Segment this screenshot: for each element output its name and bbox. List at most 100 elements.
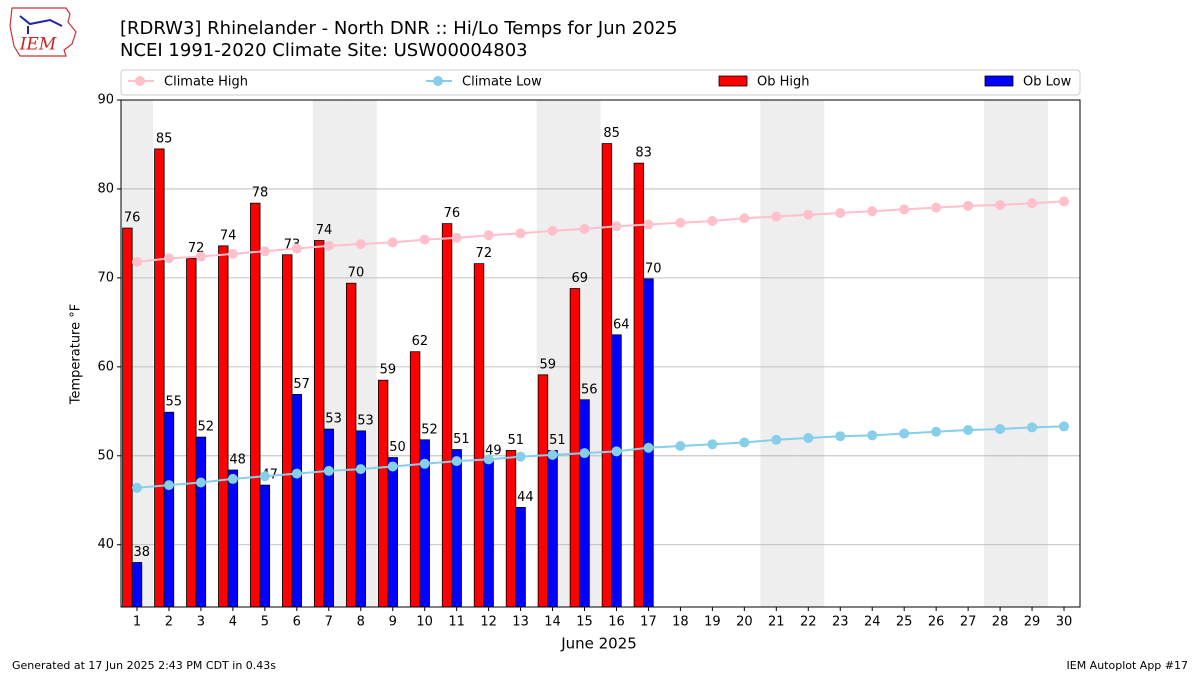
bar [515,506,526,608]
y-axis-label: Temperature °F [69,304,84,405]
bar [377,379,389,608]
x-tick-label: 12 [480,615,497,630]
point [323,465,334,476]
value-label: 55 [165,395,182,410]
point [419,458,430,469]
bar [537,374,549,608]
value-label: 52 [421,422,438,437]
bar [195,436,207,608]
point [163,480,174,491]
point [291,243,302,254]
value-label: 78 [252,186,269,201]
point [803,209,814,220]
point [643,442,654,453]
x-tick-label: 3 [197,615,205,630]
x-tick-label: 18 [672,615,689,630]
value-label: 76 [124,211,141,226]
value-label: 57 [293,377,310,392]
legend-marker [135,76,145,86]
point [387,461,398,472]
chart-subtitle: NCEI 1991-2020 Climate Site: USW00004803 [120,40,528,61]
x-tick-label: 7 [325,615,333,630]
point [163,253,174,264]
point [259,246,270,257]
x-tick-label: 24 [864,615,881,630]
x-tick-label: 23 [832,615,849,630]
y-tick-label: 70 [97,270,114,285]
bar [313,240,325,608]
weekend-band [1016,100,1049,607]
chart-title: [RDRW3] Rhinelander - North DNR :: Hi/Lo… [120,18,678,39]
point [227,473,238,484]
point [515,451,526,462]
point [931,426,942,437]
bar [451,449,462,608]
logo: IEM [9,7,77,57]
point [611,221,622,232]
value-label: 53 [325,412,342,427]
x-tick-label: 19 [704,615,721,630]
x-tick-label: 22 [800,615,817,630]
x-tick-label: 16 [608,615,625,630]
bar [218,245,229,608]
x-tick-label: 25 [896,615,913,630]
bar [291,394,303,608]
point [515,228,526,239]
x-tick-label: 26 [928,615,945,630]
weekend-band [984,100,1017,607]
x-tick-label: 11 [448,615,465,630]
value-label: 74 [220,228,237,243]
bar [163,411,175,608]
y-tick-label: 90 [97,93,114,108]
point [131,482,142,493]
point [1027,198,1038,209]
value-label: 85 [603,126,620,141]
bar [387,457,398,608]
point [323,240,334,251]
point [835,207,846,218]
logo-icon [19,15,63,34]
logo-outline [9,7,77,57]
value-label: 76 [444,206,461,221]
point [195,251,206,262]
bar [355,430,366,608]
point [707,439,718,450]
value-label: 51 [508,433,525,448]
value-label: 50 [389,440,406,455]
value-label: 74 [316,223,333,238]
x-tick-label: 4 [229,615,237,630]
point [675,217,686,228]
x-tick-label: 21 [768,615,785,630]
point [579,448,590,459]
point [259,471,270,482]
y-tick-label: 50 [97,448,114,463]
bar [122,227,133,608]
legend-marker [433,76,443,86]
logo-text: IEM [19,35,57,55]
x-tick-label: 14 [544,615,561,630]
point [867,206,878,217]
point [355,464,366,475]
x-tick-label: 6 [293,615,301,630]
footer-left: Generated at 17 Jun 2025 2:43 PM CDT in … [12,659,276,672]
point [547,449,558,460]
bar [547,450,558,608]
bar [259,484,271,608]
bar [611,334,622,608]
value-label: 48 [229,453,246,468]
point [675,441,686,452]
legend-label: Climate Low [462,75,542,90]
bar [441,223,453,608]
x-tick-label: 2 [165,615,173,630]
point [931,202,942,213]
line [136,425,1065,489]
legend-swatch [984,75,1014,87]
point [579,223,590,234]
point [227,248,238,259]
bar [409,351,421,608]
point [547,225,558,236]
plot-frame [120,99,1081,608]
line [136,200,1065,263]
bar [473,263,485,608]
